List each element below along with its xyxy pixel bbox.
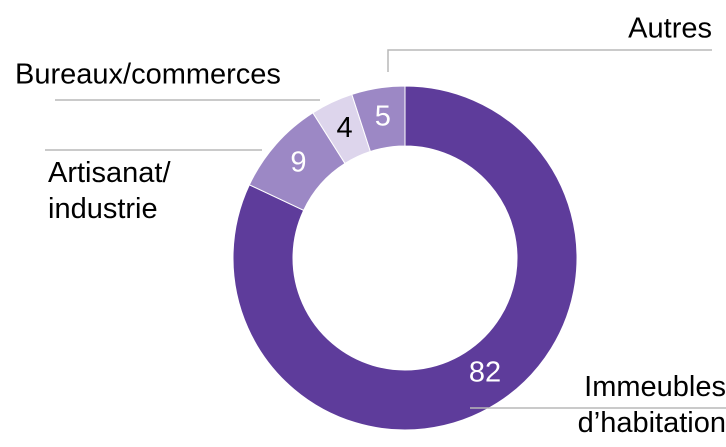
leader-line <box>387 49 712 72</box>
value-label: 5 <box>375 100 391 132</box>
value-label: 4 <box>336 112 352 144</box>
category-label: Bureaux/commerces <box>15 59 281 91</box>
value-label: 82 <box>469 357 501 389</box>
category-label: Autres <box>628 13 712 45</box>
category-label: Immeubles d’habitation <box>578 371 726 439</box>
category-label: Artisanat/industrie <box>48 157 171 225</box>
donut-slice <box>351 85 406 153</box>
donut-slice <box>232 85 578 431</box>
value-label: 9 <box>290 147 306 179</box>
